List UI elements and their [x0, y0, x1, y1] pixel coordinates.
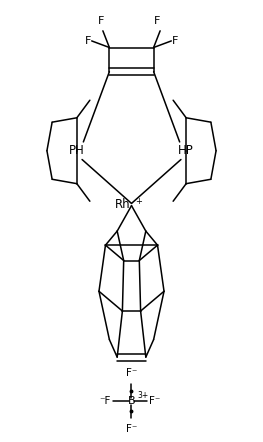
Text: PH: PH	[69, 144, 85, 157]
Text: Rh: Rh	[115, 198, 130, 211]
Text: B: B	[128, 396, 135, 406]
Text: +: +	[135, 197, 142, 206]
Text: F⁻: F⁻	[149, 396, 161, 406]
Text: F⁻: F⁻	[126, 368, 137, 378]
Text: ⁻F: ⁻F	[99, 396, 111, 406]
Text: 3+: 3+	[137, 391, 149, 400]
Text: HP: HP	[178, 144, 194, 157]
Text: F⁻: F⁻	[126, 424, 137, 434]
Text: F: F	[172, 36, 178, 46]
Text: F: F	[85, 36, 91, 46]
Text: F: F	[154, 15, 160, 26]
Text: F: F	[98, 15, 104, 26]
